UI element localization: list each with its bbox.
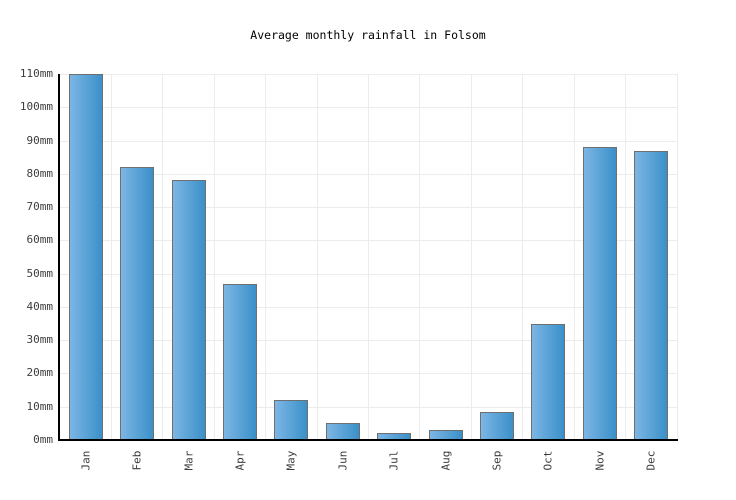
bar-may (274, 400, 309, 440)
gridline-vertical (110, 74, 112, 440)
bar-dec (634, 150, 669, 440)
gridline-vertical (470, 74, 472, 440)
y-tick-label: 10mm (26, 399, 54, 413)
y-tick-label: 60mm (26, 233, 54, 247)
x-tick-label: Apr (233, 450, 247, 471)
x-tick-label: May (284, 450, 298, 471)
y-tick-label: 0mm (33, 433, 53, 446)
x-tick-label: Jun (336, 450, 350, 471)
x-tick-label: Mar (182, 450, 196, 471)
chart-title: Average monthly rainfall in Folsom (250, 28, 486, 42)
x-tick-label: Nov (593, 450, 607, 471)
y-tick-label: 100mm (19, 100, 53, 114)
bar-mar (171, 180, 206, 440)
gridline-vertical (625, 74, 627, 440)
x-tick-label: Oct (541, 450, 555, 471)
y-tick-label: 110mm (19, 67, 53, 80)
x-tick-label: Feb (130, 450, 144, 471)
gridline-vertical (316, 74, 318, 440)
gridline-vertical (419, 74, 421, 440)
gridline-vertical (522, 74, 524, 440)
bar-jan (68, 74, 103, 440)
y-tick-label: 80mm (26, 166, 54, 180)
bar-apr (222, 283, 257, 440)
y-tick-label: 70mm (26, 200, 54, 214)
gridline-vertical (573, 74, 575, 440)
y-tick-label: 40mm (26, 299, 54, 313)
x-tick-label: Jan (79, 450, 93, 471)
x-tick-label: Aug (439, 450, 453, 471)
bar-nov (582, 147, 617, 440)
y-tick-label: 20mm (26, 366, 54, 380)
x-tick-label: Jul (387, 450, 401, 471)
gridline-vertical (213, 74, 215, 440)
gridline-vertical (676, 74, 678, 440)
bar-jun (325, 423, 360, 440)
y-tick-label: 30mm (26, 333, 54, 347)
bar-sep (480, 411, 515, 440)
x-tick-label: Sep (490, 450, 504, 471)
y-tick-label: 50mm (26, 266, 54, 280)
y-axis (58, 74, 60, 440)
x-axis (58, 439, 678, 441)
x-tick-label: Dec (644, 450, 658, 471)
gridline-vertical (368, 74, 369, 440)
bar-oct (531, 323, 566, 440)
y-tick-label: 90mm (26, 133, 54, 147)
gridline-vertical (162, 74, 164, 440)
bar-feb (120, 167, 155, 440)
gridline-vertical (265, 74, 267, 440)
